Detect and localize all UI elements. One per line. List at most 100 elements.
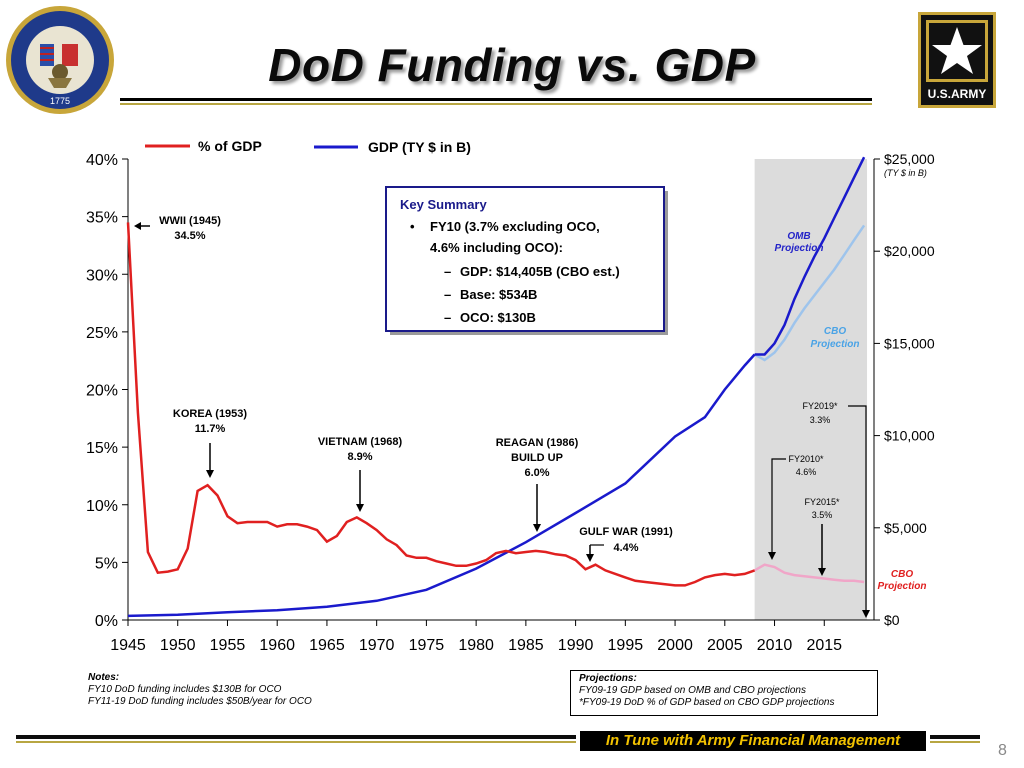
left-y-tick-label: 20% <box>86 383 118 400</box>
right-y-unit-label: (TY $ in B) <box>884 168 927 178</box>
annotation-arrow-gulf-war-down-head <box>586 554 594 562</box>
x-tick-label: 2005 <box>707 637 743 654</box>
annotation-arrow-fy2019 <box>848 405 867 610</box>
left-y-tick-label: 0% <box>95 613 118 630</box>
annotation-korea-value: 11.7% <box>195 423 226 435</box>
projection-label-omb: OMB <box>787 231 810 242</box>
projections-heading: Projections: <box>579 673 637 684</box>
dod-funding-vs-gdp-chart: 0% 5% 10% 15% 20% 25% 30% 35% 40% $0 $5,000 $10,000… <box>86 138 935 654</box>
x-tick-label: 1990 <box>558 637 594 654</box>
annotation-arrow-fy2010 <box>771 458 786 552</box>
footer-rule <box>16 735 576 739</box>
key-summary-sub-item: Base: $534B <box>460 287 537 302</box>
x-tick-label: 2010 <box>757 637 793 654</box>
seal-year: 1775 <box>50 96 70 106</box>
left-y-tick-label: 25% <box>86 325 118 342</box>
key-summary-sub-item: GDP: $14,405B (CBO est.) <box>460 264 620 279</box>
footer-rule-right-gold <box>930 741 980 743</box>
projection-label-cbo-gdp-line2: Projection <box>811 339 860 350</box>
projections-box: Projections: FY09-19 GDP based on OMB an… <box>570 670 878 716</box>
annotation-fy2019-value: 3.3% <box>810 415 831 425</box>
right-y-tick-label: $5,000 <box>884 520 927 536</box>
us-army-star-logo: U.S.ARMY <box>918 12 996 108</box>
left-y-tick-label: 30% <box>86 267 118 284</box>
annotation-reagan-value: 6.0% <box>524 467 549 479</box>
title-underline-gold <box>120 103 872 105</box>
right-y-tick-label: $10,000 <box>884 428 935 444</box>
annotation-vietnam-label: VIETNAM (1968) <box>318 436 403 448</box>
annotation-vietnam-value: 8.9% <box>347 451 372 463</box>
key-summary-title: Key Summary <box>400 197 487 212</box>
x-tick-label: 1985 <box>508 637 544 654</box>
x-tick-label: 1965 <box>309 637 345 654</box>
right-y-tick-label: $20,000 <box>884 243 935 259</box>
annotation-fy2019-label: FY2019* <box>802 401 838 411</box>
annotation-arrow-wwii-head <box>134 222 141 230</box>
annotation-arrow-fy2010-head <box>768 552 776 560</box>
notes-line: FY11-19 DoD funding includes $50B/year f… <box>88 696 312 707</box>
key-summary-bullet: FY10 (3.7% excluding OCO, <box>430 219 600 234</box>
x-tick-label: 1980 <box>458 637 494 654</box>
annotation-reagan-label-line2: BUILD UP <box>511 452 563 464</box>
right-y-tick-label: $0 <box>884 612 900 628</box>
notes-heading: Notes: <box>88 672 120 683</box>
annotation-arrow-korea-head <box>206 470 214 478</box>
key-summary-bullet-cont: 4.6% including OCO): <box>430 240 563 255</box>
notes-line: FY10 DoD funding includes $130B for OCO <box>88 684 282 695</box>
x-tick-label: 1945 <box>110 637 146 654</box>
key-summary-box <box>385 186 665 332</box>
right-y-tick-label: $15,000 <box>884 335 935 351</box>
series-line-cbo-pct-gdp <box>753 563 865 584</box>
army-logo-text: U.S.ARMY <box>928 87 987 101</box>
projection-label-cbo-pct-line2: Projection <box>878 581 927 592</box>
x-tick-label: 1960 <box>259 637 295 654</box>
series-line-pct-gdp <box>126 222 756 587</box>
footer-slogan: In Tune with Army Financial Management <box>580 731 926 751</box>
projections-line: *FY09-19 DoD % of GDP based on CBO GDP p… <box>579 697 835 708</box>
x-tick-label: 1970 <box>359 637 395 654</box>
army-seal-logo: 1775 <box>4 4 116 116</box>
right-y-tick-label: $25,000 <box>884 151 935 167</box>
projection-label-omb-line2: Projection <box>775 243 824 254</box>
x-tick-label: 1955 <box>210 637 246 654</box>
footer-rule-right <box>930 735 980 739</box>
annotation-fy2015-label: FY2015* <box>804 497 840 507</box>
key-summary-bullet-icon: • <box>410 219 415 234</box>
footer-rule-gold <box>16 741 576 743</box>
projection-label-cbo-pct: CBO <box>891 569 913 580</box>
annotation-wwii-value: 34.5% <box>174 230 205 242</box>
key-summary-dash-icon: – <box>444 264 451 279</box>
annotation-arrow-reagan-head <box>533 524 541 532</box>
series-line-gdp <box>127 353 756 618</box>
annotation-arrow-vietnam-head <box>356 504 364 512</box>
projections-line: FY09-19 GDP based on OMB and CBO project… <box>579 685 806 696</box>
annotation-fy2015-value: 3.5% <box>812 510 833 520</box>
title-underline <box>120 98 872 101</box>
annotation-fy2010-value: 4.6% <box>796 467 817 477</box>
projection-label-cbo-gdp: CBO <box>824 326 846 337</box>
x-tick-label: 1975 <box>409 637 445 654</box>
series-line-cbo-gdp-projection <box>753 224 866 362</box>
left-y-tick-label: 5% <box>95 555 118 572</box>
x-tick-label: 2000 <box>657 637 693 654</box>
notes-box: Notes: FY10 DoD funding includes $130B f… <box>88 672 312 708</box>
left-y-tick-label: 40% <box>86 152 118 169</box>
slide-title: DoD Funding vs. GDP <box>268 39 756 91</box>
legend-label-gdp: GDP (TY $ in B) <box>368 139 471 155</box>
annotation-gulf-war-label: GULF WAR (1991) <box>579 526 673 538</box>
annotation-reagan-label: REAGAN (1986) <box>496 437 579 449</box>
key-summary-sub-item: OCO: $130B <box>460 310 536 325</box>
x-tick-label: 1950 <box>160 637 196 654</box>
x-tick-label: 1995 <box>608 637 644 654</box>
page-number: 8 <box>998 742 1007 759</box>
projection-shaded-region <box>754 159 868 620</box>
key-summary-dash-icon: – <box>444 310 451 325</box>
annotation-arrow-fy2015-head <box>818 568 826 576</box>
annotation-fy2010-label: FY2010* <box>788 454 824 464</box>
left-y-tick-label: 35% <box>86 210 118 227</box>
left-y-tick-label: 10% <box>86 498 118 515</box>
annotation-arrow-fy2019-head <box>862 610 870 618</box>
left-y-tick-label: 15% <box>86 440 118 457</box>
annotation-gulf-war-value: 4.4% <box>613 542 638 554</box>
annotation-korea-label: KOREA (1953) <box>173 408 248 420</box>
